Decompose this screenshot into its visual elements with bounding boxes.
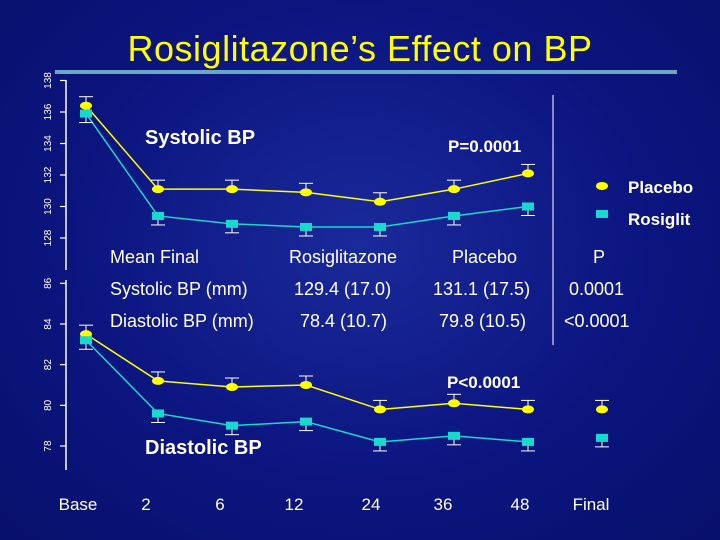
diastolic-placebo-point	[152, 376, 164, 385]
x-tick-label: Final	[573, 495, 610, 514]
table-header-rosiglitazone: Rosiglitazone	[289, 247, 398, 267]
table-row-systolic-placebo: 131.1 (17.5)	[433, 279, 531, 299]
diastolic-panel-label: Diastolic BP	[145, 437, 262, 459]
systolic-placebo-point	[300, 188, 312, 197]
legend-placebo-marker	[596, 182, 608, 190]
x-tick-labels: Base 2 6 12 24 36 48 Final	[59, 495, 610, 514]
systolic-y-tick-label: 130	[43, 198, 54, 215]
table-row-diastolic-p: <0.0001	[564, 311, 630, 331]
legend-rosiglit-marker	[596, 210, 608, 218]
table-row-systolic-label: Systolic BP (mm)	[110, 279, 248, 299]
diastolic-rosiglit-point	[300, 417, 312, 426]
x-tick-label: 48	[511, 495, 530, 514]
table-row-diastolic-label: Diastolic BP (mm)	[110, 311, 254, 331]
diastolic-y-tick-label: 80	[43, 399, 54, 411]
systolic-rosiglit-point	[226, 219, 238, 228]
x-tick-label: 36	[434, 495, 453, 514]
legend-placebo-label: Placebo	[628, 178, 693, 197]
diastolic-placebo-point	[596, 405, 608, 414]
diastolic-y-tick-label: 84	[43, 318, 54, 330]
table-row-diastolic-rosiglit: 78.4 (10.7)	[300, 311, 388, 331]
systolic-tick-group: 128 130 132 134 136 138	[43, 72, 66, 246]
systolic-placebo-point	[226, 185, 238, 194]
diastolic-placebo-point	[448, 399, 460, 408]
slide-title: Rosiglitazone’s Effect on BP	[127, 28, 593, 69]
diastolic-y-tick-label: 78	[43, 440, 54, 452]
table-row-diastolic-placebo: 79.8 (10.5)	[439, 311, 527, 331]
systolic-placebo-point	[374, 197, 386, 206]
diastolic-placebo-point	[522, 405, 534, 414]
x-tick-label: Base	[59, 495, 98, 514]
legend: Placebo Rosiglit	[596, 178, 693, 229]
diastolic-rosiglit-point	[374, 437, 386, 446]
systolic-rosiglit-point	[152, 211, 164, 220]
diastolic-placebo-point	[226, 383, 238, 392]
systolic-y-tick-label: 128	[43, 229, 54, 246]
table-row-systolic-p: 0.0001	[569, 279, 625, 299]
systolic-panel-label: Systolic BP	[145, 127, 255, 149]
title-underline	[55, 70, 677, 74]
legend-rosiglit-label: Rosiglit	[628, 210, 691, 229]
x-tick-label: 6	[215, 495, 224, 514]
diastolic-rosiglit-point	[80, 336, 92, 345]
systolic-placebo-point	[80, 101, 92, 110]
systolic-placebo-point	[522, 169, 534, 178]
table-row-systolic-rosiglit: 129.4 (17.0)	[294, 279, 392, 299]
systolic-placebo-point	[152, 185, 164, 194]
systolic-p-annotation: P=0.0001	[448, 137, 521, 156]
systolic-rosiglit-point	[374, 222, 386, 231]
table-header-p: P	[593, 247, 606, 267]
diastolic-p-annotation: P<0.0001	[447, 373, 520, 392]
x-tick-label: 12	[285, 495, 304, 514]
systolic-rosiglit-point	[80, 109, 92, 118]
diastolic-y-tick-label: 86	[43, 277, 54, 289]
systolic-y-tick-label: 136	[43, 103, 54, 120]
systolic-rosiglit-point	[522, 202, 534, 211]
x-tick-label: 24	[362, 495, 381, 514]
table-header-placebo: Placebo	[452, 247, 518, 267]
x-tick-label: 2	[141, 495, 150, 514]
systolic-y-tick-label: 134	[43, 135, 54, 152]
diastolic-rosiglit-point	[448, 431, 460, 440]
diastolic-tick-group: 78 80 82 84 86	[43, 277, 66, 452]
diastolic-rosiglit-point	[522, 437, 534, 446]
diastolic-y-tick-label: 82	[43, 359, 54, 371]
diastolic-rosiglit-point	[152, 409, 164, 418]
diastolic-placebo-point	[300, 381, 312, 389]
systolic-y-tick-label: 132	[43, 166, 54, 183]
diastolic-placebo-point	[80, 330, 92, 339]
table-header-mean-final: Mean Final	[110, 247, 200, 267]
systolic-placebo-point	[448, 185, 460, 194]
diastolic-placebo-point	[374, 405, 386, 414]
systolic-rosiglit-point	[300, 222, 312, 231]
diastolic-rosiglit-point	[596, 433, 608, 442]
series-layer	[79, 96, 609, 452]
diastolic-rosiglit-point	[226, 421, 238, 430]
systolic-rosiglit-point	[448, 211, 460, 220]
systolic-y-tick-label: 138	[43, 72, 54, 89]
